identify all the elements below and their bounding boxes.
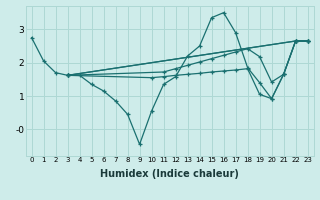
X-axis label: Humidex (Indice chaleur): Humidex (Indice chaleur) [100,169,239,179]
